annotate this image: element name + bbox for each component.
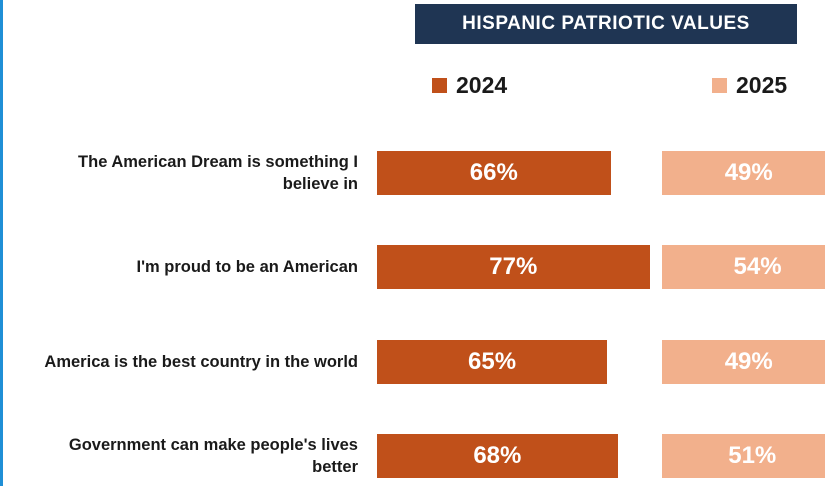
category-label: America is the best country in the world [44, 353, 358, 371]
left-accent-rule [0, 0, 3, 486]
legend-item-2024: 2024 [432, 72, 507, 99]
bar-2024: 66% [377, 151, 611, 195]
legend-item-2025: 2025 [712, 72, 787, 99]
bar-2025: 51% [662, 434, 825, 478]
legend-label-2024: 2024 [456, 72, 508, 98]
data-label: 66% [469, 159, 518, 186]
data-label: 77% [489, 253, 538, 280]
data-label: 65% [468, 348, 517, 375]
legend-swatch-2025 [712, 78, 727, 93]
legend-label-2025: 2025 [736, 72, 788, 98]
bar-2024: 65% [377, 340, 608, 384]
data-label: 49% [724, 159, 773, 186]
category-label: I'm proud to be an American [136, 258, 358, 276]
bar-2024: 68% [377, 434, 618, 478]
category-label: The American Dream is something I believ… [78, 153, 358, 193]
bar-2025: 54% [662, 245, 825, 289]
bar-2025: 49% [662, 340, 825, 384]
chart-title: HISPANIC PATRIOTIC VALUES [415, 4, 797, 44]
bar-2025: 49% [662, 151, 825, 195]
data-label: 49% [724, 348, 773, 375]
bar-2024: 77% [377, 245, 650, 289]
category-label: Government can make people's lives bette… [68, 436, 358, 476]
legend-swatch-2024 [432, 78, 447, 93]
data-label: 51% [728, 442, 777, 469]
data-label: 68% [473, 442, 522, 469]
data-label: 54% [733, 253, 782, 280]
